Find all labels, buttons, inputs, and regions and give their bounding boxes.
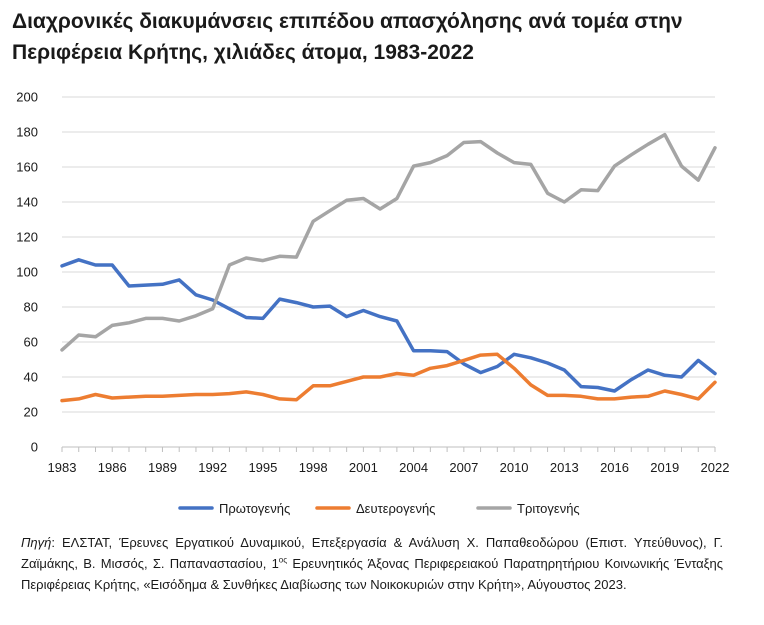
source-text-1: : ΕΛΣΤΑΤ, Έρευνες Εργατικού Δυναμικού, Ε… bbox=[21, 535, 723, 571]
source-note: Πηγή: ΕΛΣΤΑΤ, Έρευνες Εργατικού Δυναμικο… bbox=[21, 532, 723, 595]
y-tick-label-100: 100 bbox=[16, 265, 38, 280]
gridlines bbox=[62, 96, 715, 413]
watermark-line-2: κοινωνικής ένταξης bbox=[172, 129, 299, 146]
x-tick-label-2010: 2010 bbox=[500, 460, 529, 475]
logo-icon bbox=[61, 111, 148, 163]
x-tick-label-2004: 2004 bbox=[399, 460, 428, 475]
y-tick-label-80: 80 bbox=[24, 300, 38, 315]
source-sup: ος bbox=[278, 555, 288, 565]
x-tick-label-1992: 1992 bbox=[198, 460, 227, 475]
y-tick-label-160: 160 bbox=[16, 160, 38, 175]
chart-canvas: περιφερειακό παρατηρητήριο κοινωνικής έν… bbox=[16, 90, 729, 517]
x-tick-label-1989: 1989 bbox=[148, 460, 177, 475]
x-tick-label-2016: 2016 bbox=[600, 460, 629, 475]
source-text-2: Ερευνητικός Άξονας Περιφερειακού Παρατηρ… bbox=[21, 556, 723, 592]
series-lines bbox=[60, 132, 717, 403]
chart-title: Διαχρονικές διακυμάνσεις επιπέδου απασχό… bbox=[12, 10, 683, 64]
x-tick-label-2007: 2007 bbox=[449, 460, 478, 475]
x-tick-label-2001: 2001 bbox=[349, 460, 378, 475]
watermark-line-1: περιφερειακό παρατηρητήριο bbox=[172, 112, 366, 129]
series-line-2 bbox=[60, 352, 717, 403]
series-line-3 bbox=[60, 132, 717, 352]
watermark-logo: περιφερειακό παρατηρητήριο κοινωνικής έν… bbox=[61, 111, 366, 164]
x-tick-label-2019: 2019 bbox=[650, 460, 679, 475]
legend-label-1: Πρωτογενής bbox=[219, 501, 290, 516]
y-tick-label-200: 200 bbox=[16, 90, 38, 105]
x-tick-label-1986: 1986 bbox=[98, 460, 127, 475]
x-tick-label-2022: 2022 bbox=[701, 460, 730, 475]
legend-label-3: Τριτογενής bbox=[517, 501, 580, 516]
x-tick-label-1998: 1998 bbox=[299, 460, 328, 475]
x-tick-label-2013: 2013 bbox=[550, 460, 579, 475]
y-tick-label-140: 140 bbox=[16, 195, 38, 210]
y-tick-label-0: 0 bbox=[31, 440, 38, 455]
legend-label-2: Δευτερογενής bbox=[356, 501, 435, 516]
axes: 0 20 40 60 80 100 120 140 160 180 200 1983 1986 1989 1… bbox=[16, 90, 729, 476]
legend: Πρωτογενής Δευτερογενής Τριτογενής bbox=[178, 501, 580, 516]
x-tick-label-1983: 1983 bbox=[48, 460, 77, 475]
y-tick-label-40: 40 bbox=[24, 370, 38, 385]
y-tick-label-60: 60 bbox=[24, 335, 38, 350]
x-tick-label-1995: 1995 bbox=[248, 460, 277, 475]
y-tick-label-180: 180 bbox=[16, 125, 38, 140]
y-tick-label-120: 120 bbox=[16, 230, 38, 245]
watermark-line-3: περιφέρειας κρήτης bbox=[172, 147, 302, 164]
series-line-1 bbox=[60, 258, 717, 393]
source-label: Πηγή bbox=[21, 535, 52, 550]
y-tick-label-20: 20 bbox=[24, 405, 38, 420]
